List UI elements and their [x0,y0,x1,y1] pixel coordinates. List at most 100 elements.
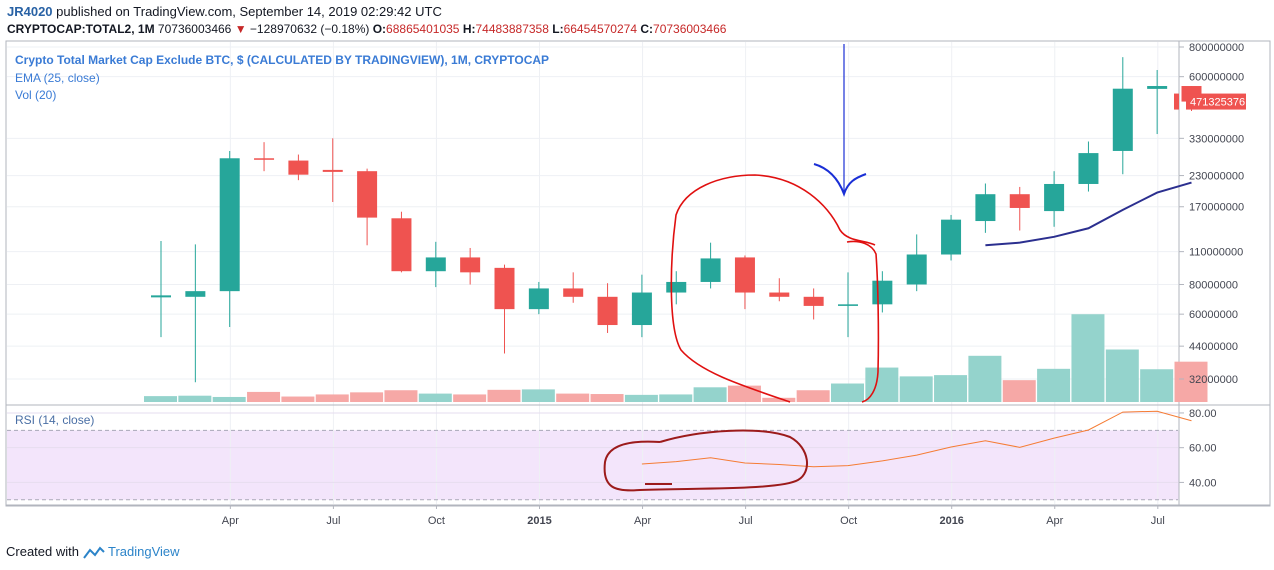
candle-body [631,292,652,326]
last-price-box [1186,93,1246,110]
price-label: 230000000 [1189,171,1244,183]
price-label: 44000000 [1189,341,1238,353]
candle-body [563,288,584,297]
price-axis[interactable]: 800000000 600000000 330000000 230000000 1700… [1179,42,1244,386]
candle [425,241,446,288]
candle-body [1112,88,1133,151]
volume-bar [453,394,487,402]
author-name[interactable]: JR4020 [7,4,53,19]
volume-bar [487,389,521,402]
candle [322,138,343,203]
candle-body [975,194,996,222]
volume-bar [556,393,590,402]
volume-bar [796,390,830,402]
candle-body [838,304,858,306]
time-label: Apr [634,515,651,527]
volume-bar [1174,361,1208,402]
candle-body [597,296,618,326]
volume-bar [315,394,349,402]
candle-body [906,254,927,285]
vol-legend[interactable]: Vol (20) [15,88,57,102]
candle-body [1147,86,1168,89]
price-label: 60000000 [1189,309,1238,321]
time-label: 2016 [939,515,963,527]
volume-bar [384,390,418,402]
rsi-legend[interactable]: RSI (14, close) [15,413,95,427]
created-with-text: Created with [6,544,79,559]
time-label: Jul [739,515,753,527]
candle-body [1044,183,1065,212]
candle [838,272,858,338]
close-value: 70736003466 [653,22,727,36]
ohlc-header: CRYPTOCAP:TOTAL2, 1M 70736003466 ▼ −1289… [7,22,726,36]
volume-bar [247,391,281,402]
price-label: 110000000 [1189,247,1243,259]
volume-bar [281,396,315,402]
candle [631,274,652,338]
price-change: −128970632 (−0.18%) [249,22,370,36]
rsi-line-group [641,410,1192,468]
candle [528,281,549,315]
time-axis[interactable]: Apr Jul Oct 2015 Apr Jul Oct 2016 Apr Jul [222,505,1165,527]
candle-body [288,160,309,175]
candle [734,255,755,310]
volume-bar [762,397,796,402]
ema-legend[interactable]: EMA (25, close) [15,71,100,85]
candle [803,288,824,320]
candle-body [322,169,343,172]
candle [391,211,412,273]
candle-body [666,281,687,293]
candle-body [185,291,206,297]
time-label: Jul [326,515,340,527]
time-label: Apr [1046,515,1063,527]
candle [666,271,687,305]
candle [941,214,962,261]
candle-body [872,280,893,305]
candle-body [700,258,721,282]
grid-lines [7,42,1178,504]
volume-bar [1037,368,1071,402]
price-label: 80000000 [1189,279,1238,291]
candle-body [425,257,446,272]
ema-line-group [985,181,1192,247]
candle [700,242,721,289]
volume-bar [693,387,727,402]
volume-bar [831,383,864,402]
volume-bar [1071,314,1105,402]
volume-bar [1002,380,1036,402]
tradingview-brand[interactable]: TradingView [108,544,180,559]
candle [1078,141,1099,192]
candle-body [1009,194,1030,208]
candle-body [528,288,549,310]
time-label: 2015 [527,515,551,527]
candles [151,57,1202,383]
volume-bars [144,314,1208,402]
rsi-axis-label: 40.00 [1189,477,1217,489]
volume-bar [590,394,624,402]
rsi-axis-label: 60.00 [1189,443,1217,455]
candle [872,271,893,313]
volume-bar [624,394,658,402]
rsi-line [641,410,1192,468]
volume-bar [899,376,933,402]
volume-bar [1105,349,1139,402]
publish-info: JR4020 published on TradingView.com, Sep… [7,4,442,19]
candle-body [803,296,824,306]
volume-bar [934,375,968,402]
candle-body [460,257,481,273]
candle [219,150,240,327]
candle [185,244,206,383]
candle-body [734,257,755,293]
candle [460,247,481,285]
candle [357,168,378,246]
footer: Created with TradingView [6,544,180,560]
time-label: Jul [1151,515,1165,527]
candle-body [254,158,275,160]
candle [975,183,996,233]
candle [1112,57,1133,175]
candle [151,240,171,338]
volume-bar [659,394,693,402]
price-label: 800000000 [1189,42,1244,54]
volume-bar [727,385,761,402]
